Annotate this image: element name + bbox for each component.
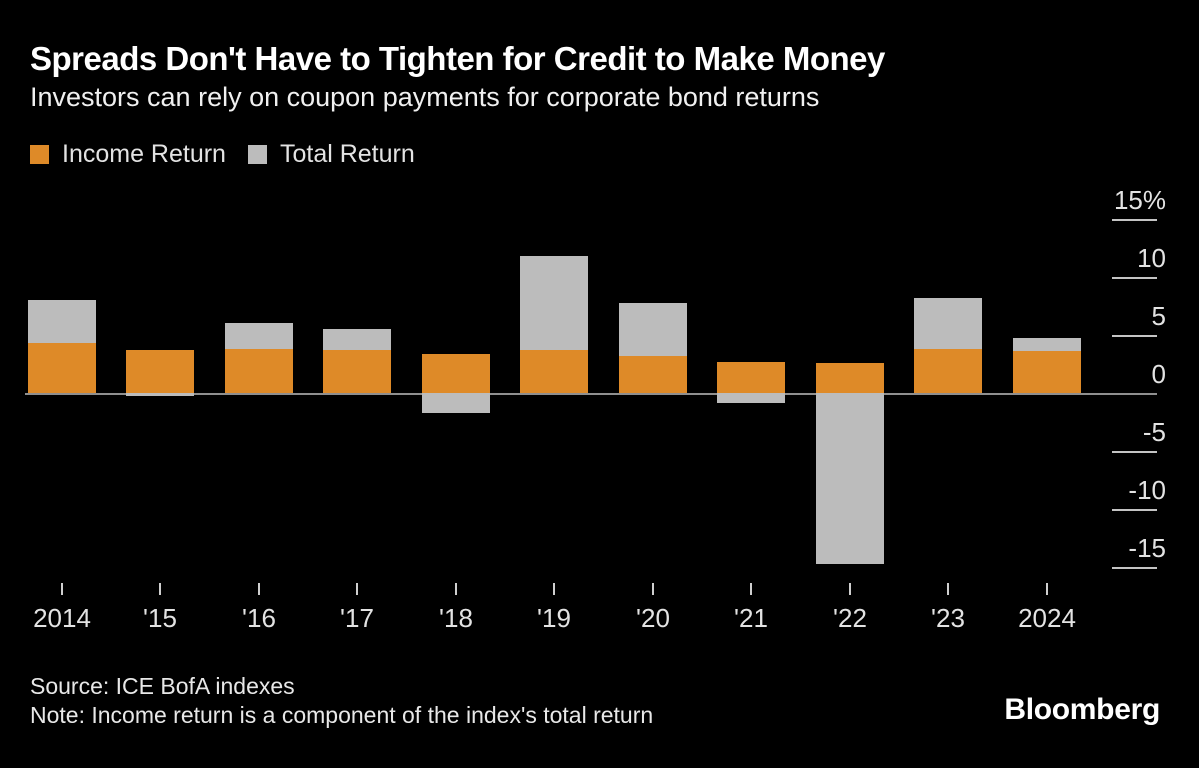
bar-total-return-18 (421, 393, 490, 413)
legend-item-income-return: Income Return (30, 140, 226, 169)
y-axis-label--10: -10 (1128, 475, 1166, 505)
methodology-note: Note: Income return is a component of th… (30, 702, 654, 728)
x-axis-label-22: '22 (833, 603, 867, 633)
bar-income-return-2024 (1012, 351, 1081, 393)
y-axis-label-5: 5 (1151, 301, 1166, 331)
y-gridline-tick--10 (1112, 509, 1157, 511)
y-axis-label-10: 10 (1137, 243, 1166, 273)
legend-label-total-return: Total Return (279, 140, 415, 168)
bar-total-return-15 (126, 393, 194, 397)
bar-income-return-16 (224, 348, 293, 393)
x-axis-label-2024: 2024 (1018, 603, 1076, 633)
x-axis-label-16: '16 (242, 603, 276, 633)
x-axis-label-17: '17 (340, 603, 374, 633)
x-axis-label-18: '18 (439, 603, 473, 633)
x-axis-tick-2024 (1046, 583, 1048, 595)
bloomberg-logo: Bloomberg (1004, 693, 1160, 726)
bar-income-return-21 (717, 361, 785, 393)
legend-label-income-return: Income Return (62, 140, 226, 168)
y-gridline-tick-15 (1112, 219, 1157, 221)
x-axis-tick-18 (455, 583, 457, 595)
y-gridline-tick--5 (1112, 451, 1157, 453)
bar-income-return-18 (421, 353, 490, 393)
y-axis-label--15: -15 (1128, 533, 1166, 563)
y-gridline-tick-5 (1112, 335, 1157, 337)
bar-income-return-15 (126, 350, 194, 393)
x-axis-tick-19 (553, 583, 555, 595)
x-axis-tick-2014 (61, 583, 63, 595)
total-return-swatch-icon (247, 145, 267, 164)
y-gridline-tick-10 (1112, 277, 1157, 279)
x-axis-zero-line (25, 393, 1157, 395)
bar-income-return-23 (914, 348, 982, 393)
y-axis-label--5: -5 (1142, 417, 1166, 447)
income-return-swatch-icon (30, 145, 49, 164)
x-axis-tick-20 (652, 583, 654, 595)
chart-title: Spreads Don't Have to Tighten for Credit… (30, 40, 885, 77)
legend: Income Return Total Return (30, 140, 437, 169)
x-axis-tick-15 (159, 583, 161, 595)
y-gridline-tick--15 (1112, 567, 1157, 569)
x-axis-label-23: '23 (931, 603, 965, 633)
x-axis-label-2014: 2014 (33, 603, 91, 633)
bar-income-return-22 (815, 362, 884, 393)
legend-item-total-return: Total Return (247, 140, 415, 169)
x-axis-label-21: '21 (734, 603, 768, 633)
bar-income-return-19 (520, 350, 588, 393)
x-axis-tick-17 (356, 583, 358, 595)
x-axis-tick-16 (258, 583, 260, 595)
x-axis-label-19: '19 (537, 603, 571, 633)
x-axis-tick-23 (947, 583, 949, 595)
x-axis-tick-21 (750, 583, 752, 595)
bar-income-return-17 (323, 350, 391, 393)
y-axis-label-0: 0 (1151, 359, 1166, 389)
footer: Source: ICE BofA indexes Note: Income re… (30, 672, 653, 730)
bar-income-return-2014 (27, 343, 96, 393)
bar-total-return-21 (717, 393, 785, 404)
x-axis-label-20: '20 (636, 603, 670, 633)
x-axis-label-15: '15 (143, 603, 177, 633)
y-axis-label-15: 15% (1113, 185, 1166, 215)
source-note: Source: ICE BofA indexes (30, 673, 295, 699)
chart-subtitle: Investors can rely on coupon payments fo… (30, 82, 820, 112)
x-axis-tick-22 (849, 583, 851, 595)
bar-income-return-20 (618, 355, 687, 393)
bar-total-return-22 (815, 393, 884, 564)
